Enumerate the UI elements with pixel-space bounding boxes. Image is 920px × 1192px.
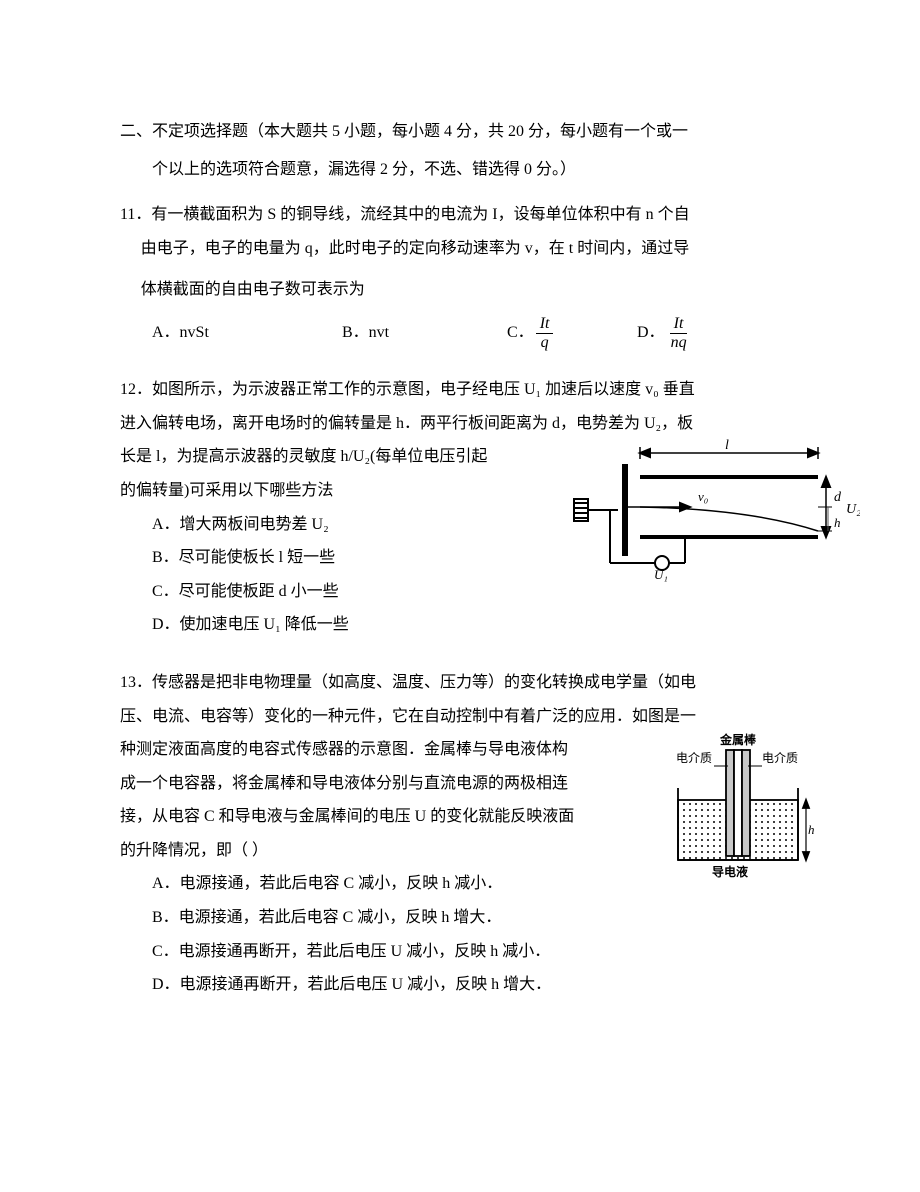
q13-stem-line1: 13．传感器是把非电物理量（如高度、温度、压力等）的变化转换成电学量（如电	[120, 666, 800, 700]
q12-option-a: A．增大两板间电势差 U₂	[152, 508, 600, 542]
q13-option-b: B．电源接通，若此后电容 C 减小，反映 h 增大．	[152, 901, 800, 935]
section-heading-line1: 二、不定项选择题（本大题共 5 小题，每小题 4 分，共 20 分，每小题有一个…	[120, 115, 800, 149]
q13-stem-line3: 种测定液面高度的电容式传感器的示意图．金属棒与导电液体构	[120, 733, 660, 767]
q12-label-u2: U₂	[846, 502, 860, 517]
q13-stem-line6: 的升降情况，即（ ）	[120, 834, 660, 868]
q12-label-l: l	[725, 438, 729, 453]
q11-option-d-denominator: nq	[667, 334, 691, 352]
q11-options: A．nvSt B．nvt C． It q D． It nq	[152, 315, 800, 351]
q13-option-c: C．电源接通再断开，若此后电压 U 减小，反映 h 减小．	[152, 935, 800, 969]
q11-option-a: A．nvSt	[152, 316, 342, 350]
q12-figure-oscilloscope: l v₀ d h U₂ U₁	[570, 435, 860, 585]
q11-option-c-fraction: It q	[536, 315, 554, 351]
q12-label-d: d	[834, 490, 842, 505]
q11-option-c: C． It q	[507, 315, 637, 351]
q13-label-dielectric-right: 电介质	[762, 751, 798, 765]
q13-option-d: D．电源接通再断开，若此后电压 U 减小，反映 h 增大．	[152, 968, 800, 1002]
q11-option-d-numerator: It	[670, 315, 688, 334]
q11-option-d-fraction: It nq	[667, 315, 691, 351]
q13-label-h: h	[808, 822, 815, 837]
q11-stem-line3: 体横截面的自由电子数可表示为	[120, 273, 800, 307]
q12-label-u1: U₁	[654, 567, 668, 582]
q13-label-rod: 金属棒	[719, 732, 757, 747]
q11-stem-line1: 11．有一横截面积为 S 的铜导线，流经其中的电流为 I，设每单位体积中有 n …	[120, 198, 800, 232]
q12-stem-line3: 长是 l，为提高示波器的灵敏度 h/U₂(每单位电压引起	[120, 440, 600, 474]
q12-option-c: C．尽可能使板距 d 小一些	[152, 575, 600, 609]
q13-options: A．电源接通，若此后电容 C 减小，反映 h 减小． B．电源接通，若此后电容 …	[152, 867, 800, 1001]
section-heading-line2: 个以上的选项符合题意，漏选得 2 分，不选、错选得 0 分。）	[120, 153, 800, 187]
q13-label-liquid: 导电液	[712, 864, 748, 879]
q11-option-c-numerator: It	[536, 315, 554, 334]
q11-option-b: B．nvt	[342, 316, 507, 350]
q13-container: 13．传感器是把非电物理量（如高度、温度、压力等）的变化转换成电学量（如电 压、…	[120, 666, 800, 1002]
q13-stem-line4: 成一个电容器，将金属棒和导电液体分别与直流电源的两极相连	[120, 767, 660, 801]
q13-figure-sensor: 金属棒 电介质 电介质 h 导电液	[670, 730, 820, 885]
q12-options: A．增大两板间电势差 U₂ B．尽可能使板长 l 短一些 C．尽可能使板距 d …	[152, 508, 600, 642]
q12-label-v0: v₀	[698, 489, 708, 504]
q12-option-b: B．尽可能使板长 l 短一些	[152, 541, 600, 575]
q12-stem-line4: 的偏转量)可采用以下哪些方法	[120, 474, 600, 508]
q11-option-d-prefix: D．	[637, 316, 665, 350]
q12-option-d: D．使加速电压 U₁ 降低一些	[152, 608, 600, 642]
q11-option-c-prefix: C．	[507, 316, 534, 350]
q13-stem-line5: 接，从电容 C 和导电液与金属棒间的电压 U 的变化就能反映液面	[120, 800, 660, 834]
q11-stem-line2: 由电子，电子的电量为 q，此时电子的定向移动速率为 v，在 t 时间内，通过导	[120, 232, 800, 266]
q11-option-c-denominator: q	[537, 334, 553, 352]
q12-stem-line1: 12．如图所示，为示波器正常工作的示意图，电子经电压 U₁ 加速后以速度 v₀ …	[120, 373, 800, 407]
q11-option-d: D． It nq	[637, 315, 693, 351]
q13-label-dielectric-left: 电介质	[676, 751, 712, 765]
q13-stem-line2: 压、电流、电容等）变化的一种元件，它在自动控制中有着广泛的应用．如图是一	[120, 700, 800, 734]
q12-container: 12．如图所示，为示波器正常工作的示意图，电子经电压 U₁ 加速后以速度 v₀ …	[120, 373, 800, 642]
q12-label-h: h	[834, 515, 841, 530]
